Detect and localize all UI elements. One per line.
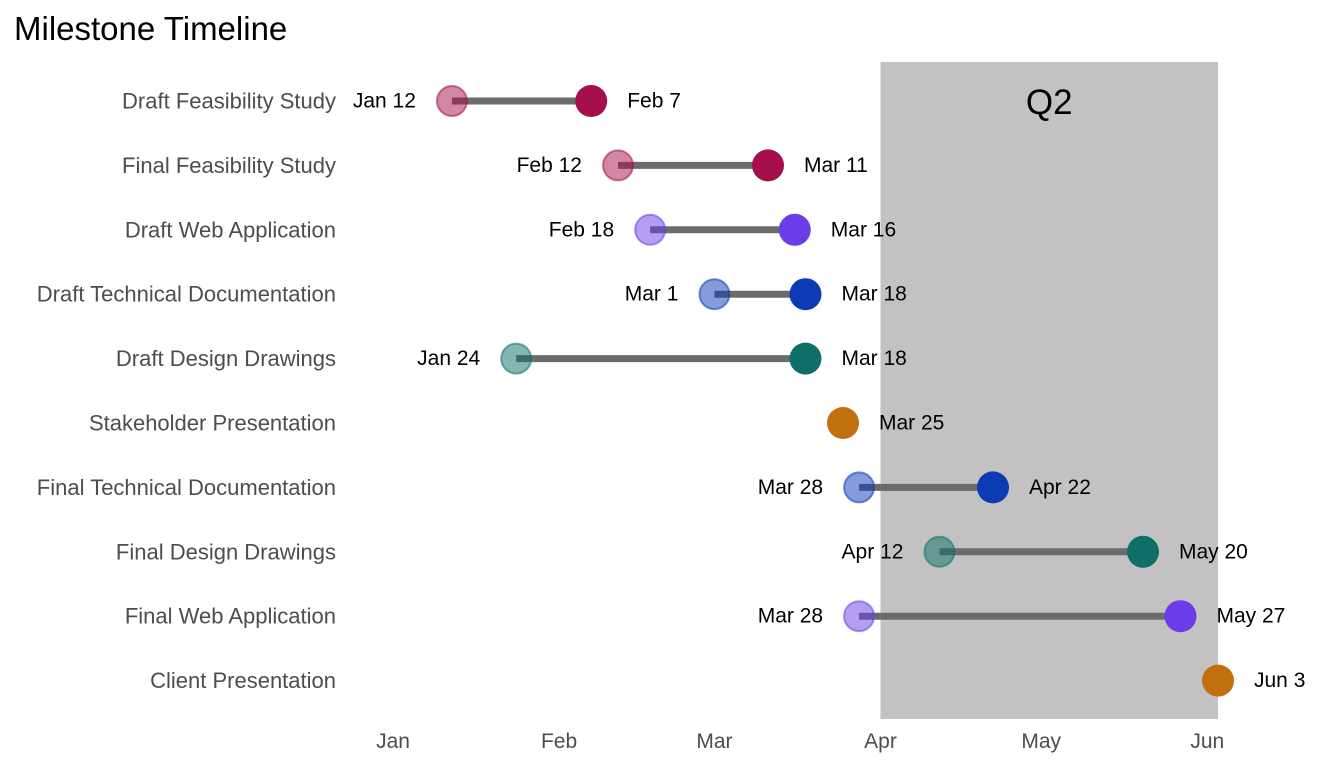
milestone-name-label: Draft Feasibility Study — [122, 89, 336, 114]
milestone-start-point — [500, 342, 533, 375]
milestone-start-date-label: Mar 28 — [758, 605, 823, 628]
milestone-end-date-label: May 27 — [1217, 605, 1286, 628]
chart-title: Milestone Timeline — [14, 10, 287, 47]
milestone-row: Stakeholder Presentation Mar 25 — [89, 407, 944, 439]
x-tick-label: Apr — [864, 730, 897, 753]
milestone-end-date-label: May 20 — [1179, 540, 1248, 563]
milestone-start-point — [602, 149, 634, 182]
milestone-end-date-label: Jun 3 — [1254, 669, 1305, 692]
milestone-start-point — [843, 471, 876, 504]
milestone-row: Draft Technical Documentation Mar 1 Mar 18 — [37, 278, 907, 311]
milestone-start-date-label: Feb 12 — [517, 154, 582, 177]
x-axis: Jan Feb Mar Apr May Jun — [376, 730, 1224, 753]
q2-band-label: Q2 — [1026, 83, 1073, 122]
x-tick-label: Jun — [1190, 730, 1224, 753]
milestone-rows: Draft Feasibility Study Jan 12 Feb 7 Final … — [37, 85, 1305, 697]
milestone-end-point — [1202, 664, 1234, 697]
milestone-start-date-label: Mar 28 — [758, 476, 823, 499]
milestone-name-label: Draft Web Application — [125, 217, 336, 242]
milestone-row: Draft Feasibility Study Jan 12 Feb 7 — [122, 85, 681, 117]
milestone-name-label: Final Technical Documentation — [37, 475, 336, 500]
milestone-start-point — [698, 278, 731, 311]
milestone-name-label: Draft Design Drawings — [116, 346, 336, 371]
milestone-name-label: Final Feasibility Study — [122, 153, 336, 178]
milestone-start-point — [923, 535, 956, 568]
milestone-start-date-label: Apr 12 — [842, 540, 904, 563]
milestone-end-point — [752, 149, 784, 182]
x-tick-label: May — [1021, 730, 1061, 753]
milestone-start-date-label: Jan 24 — [417, 347, 480, 370]
milestone-start-point — [843, 600, 876, 633]
milestone-start-date-label: Feb 18 — [549, 218, 614, 241]
milestone-row: Final Technical Documentation Mar 28 Apr 2… — [37, 471, 1091, 504]
milestone-end-point — [827, 407, 859, 439]
milestone-end-date-label: Mar 11 — [804, 154, 868, 177]
q2-band-layer: Q2 — [880, 62, 1218, 719]
x-tick-label: Mar — [696, 730, 732, 753]
milestone-row: Client Presentation Jun 3 — [150, 664, 1305, 697]
milestone-end-point — [789, 278, 822, 311]
milestone-end-point — [1164, 600, 1197, 633]
milestone-end-date-label: Apr 22 — [1029, 476, 1091, 499]
milestone-name-label: Client Presentation — [150, 668, 336, 693]
milestone-end-point — [778, 213, 811, 246]
milestone-name-label: Final Web Application — [125, 604, 336, 629]
milestone-row: Draft Web Application Feb 18 Mar 16 — [125, 213, 896, 246]
milestone-row: Draft Design Drawings Jan 24 Mar 18 — [116, 342, 907, 375]
milestone-row: Final Feasibility Study Feb 12 Mar 11 — [122, 149, 868, 182]
milestone-start-date-label: Mar 1 — [625, 283, 679, 306]
milestone-start-point — [435, 85, 468, 117]
milestone-end-date-label: Feb 7 — [627, 90, 681, 113]
milestone-end-point — [977, 471, 1009, 504]
milestone-end-point — [789, 342, 822, 375]
milestone-name-label: Draft Technical Documentation — [37, 282, 336, 307]
milestone-end-date-label: Mar 16 — [831, 218, 896, 241]
milestone-end-point — [1127, 535, 1159, 568]
milestone-row: Final Design Drawings Apr 12 May 20 — [116, 535, 1248, 568]
x-tick-label: Jan — [376, 730, 410, 753]
milestone-start-point — [634, 213, 667, 246]
milestone-end-date-label: Mar 25 — [879, 412, 944, 435]
milestone-end-date-label: Mar 18 — [842, 347, 907, 370]
milestone-end-date-label: Mar 18 — [842, 283, 907, 306]
x-tick-label: Feb — [541, 730, 577, 753]
milestone-end-point — [575, 85, 608, 117]
milestone-name-label: Final Design Drawings — [116, 539, 336, 564]
milestone-row: Final Web Application Mar 28 May 27 — [125, 600, 1286, 633]
q2-band — [880, 62, 1218, 719]
milestone-name-label: Stakeholder Presentation — [89, 411, 336, 436]
milestone-start-date-label: Jan 12 — [353, 90, 416, 113]
